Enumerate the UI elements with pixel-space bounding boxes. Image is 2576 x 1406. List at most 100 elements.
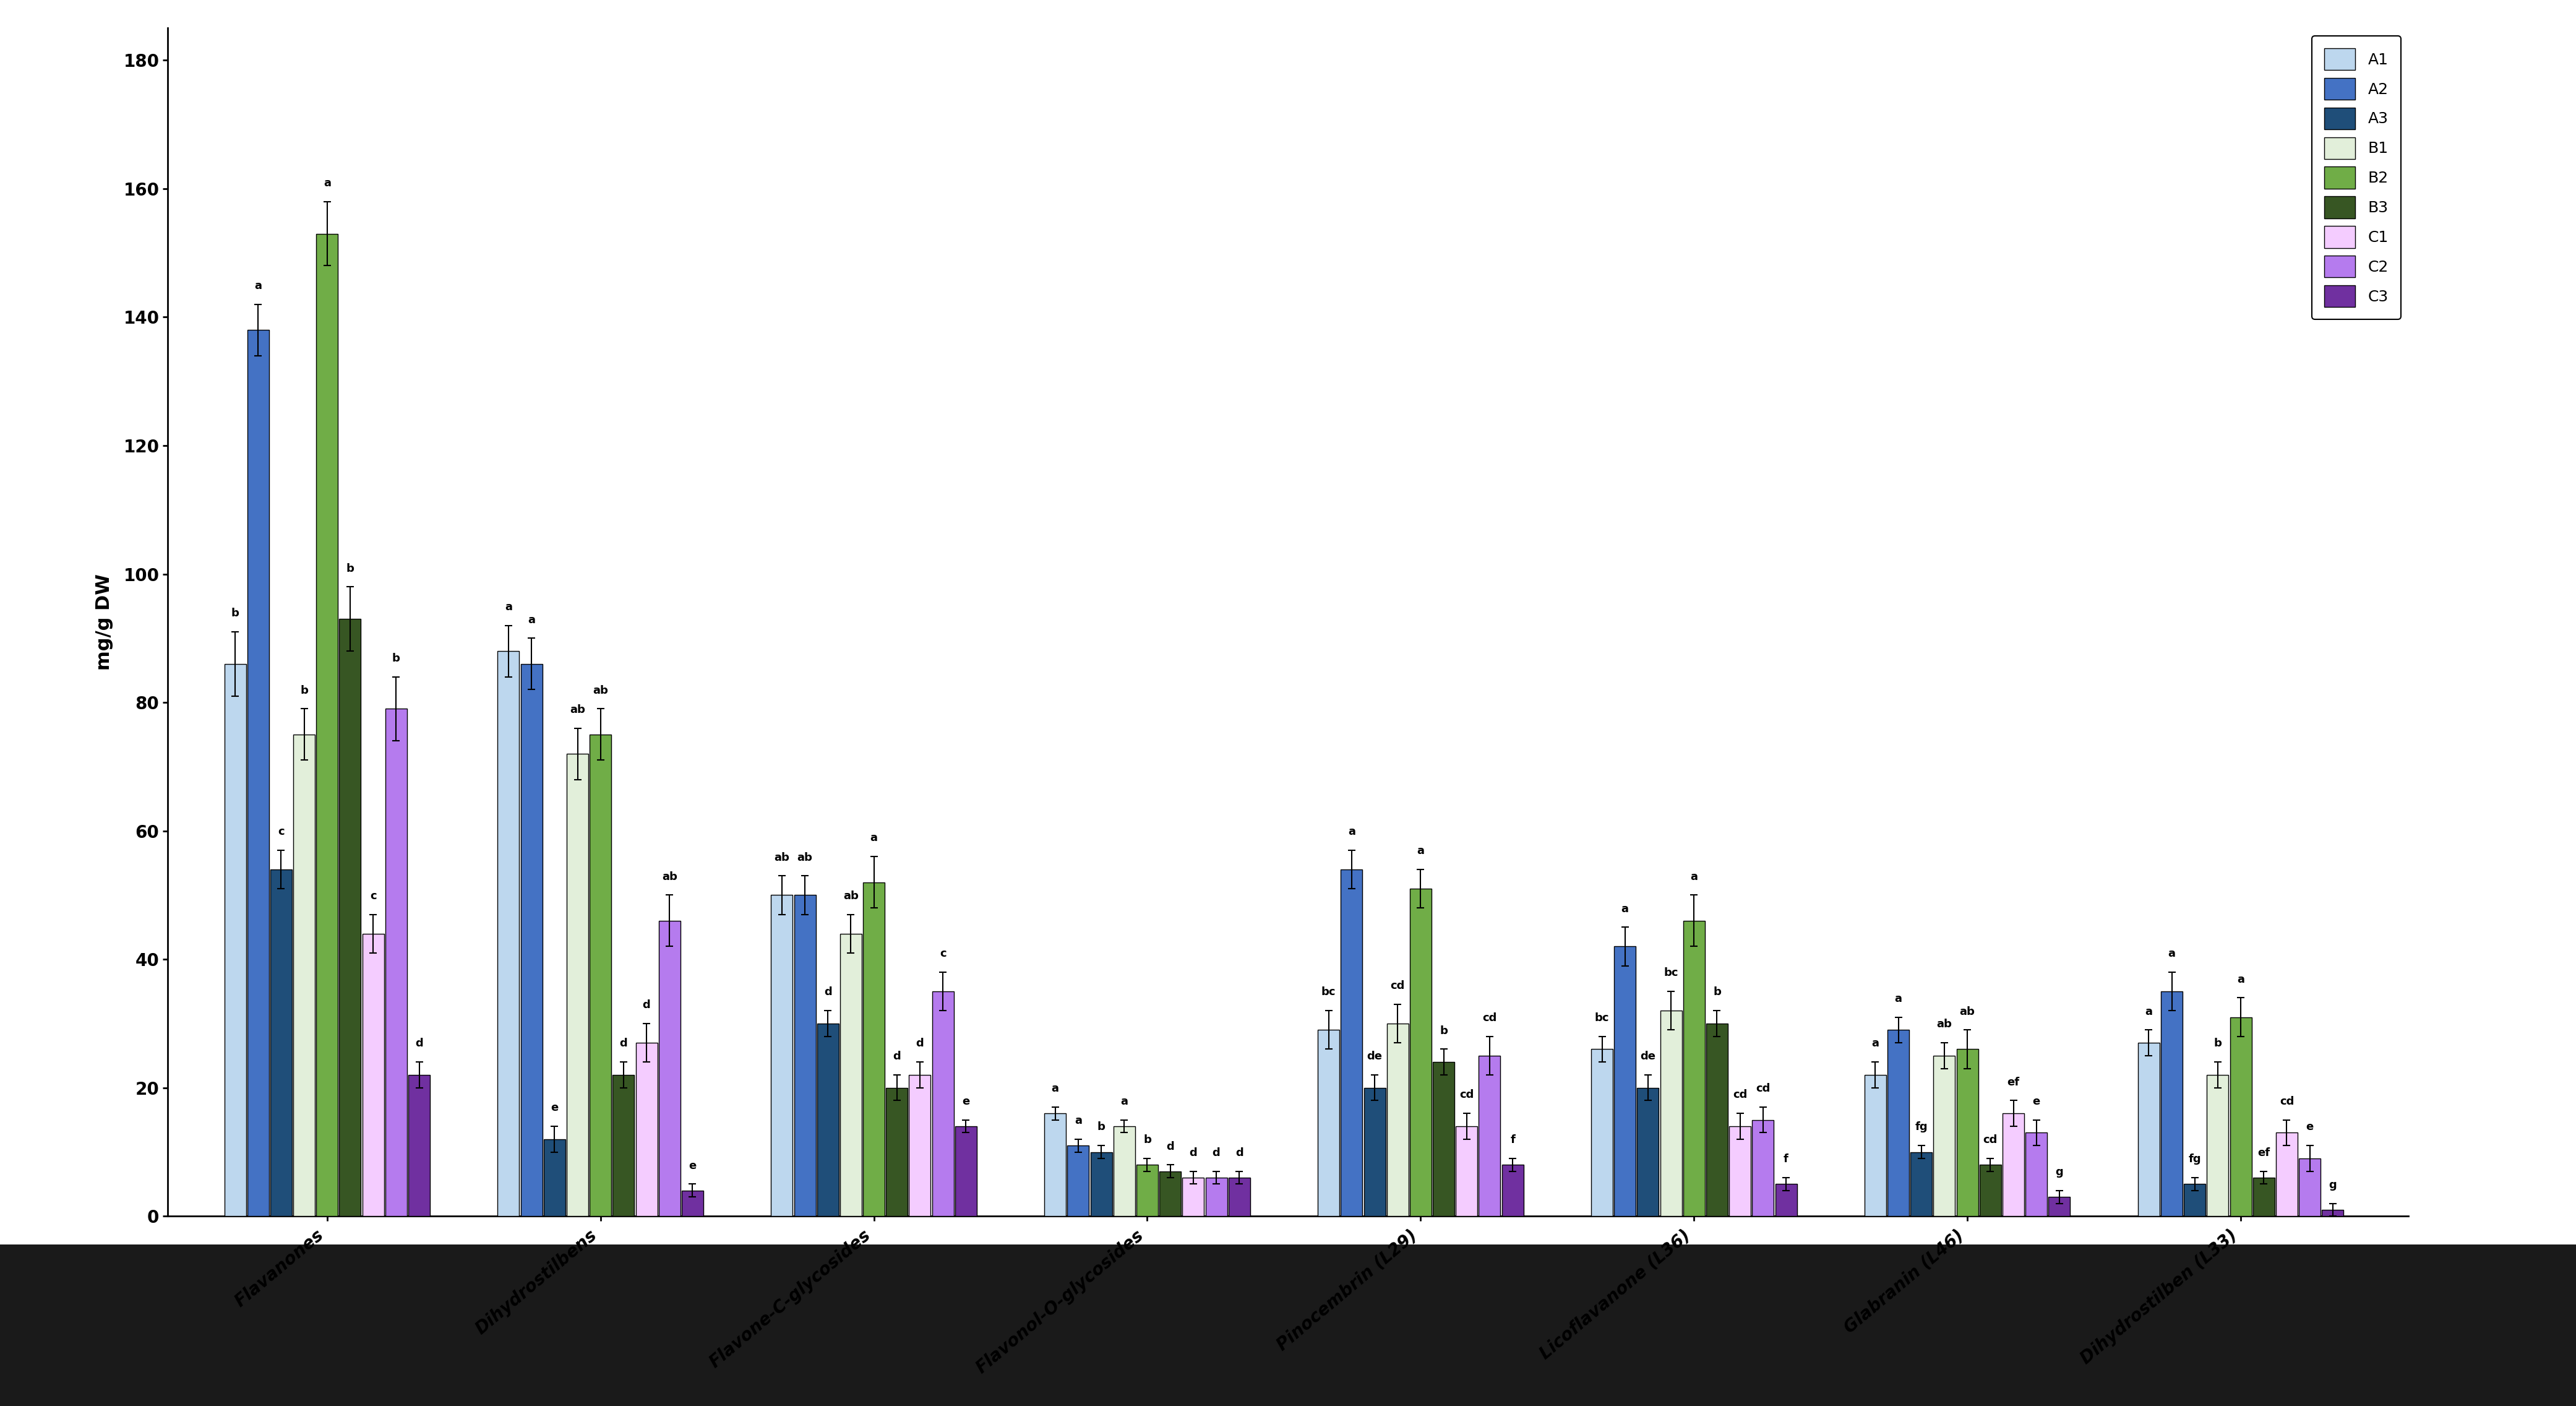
Bar [1958, 1049, 1978, 1216]
Bar [2138, 1043, 2159, 1216]
Text: bc: bc [1321, 987, 1337, 998]
Text: d: d [621, 1038, 629, 1049]
Bar [1455, 1126, 1479, 1216]
Text: e: e [2306, 1122, 2313, 1133]
Text: b: b [345, 562, 353, 574]
Text: g: g [2056, 1167, 2063, 1178]
Bar [1136, 1164, 1159, 1216]
Bar [1592, 1049, 1613, 1216]
Bar [294, 734, 314, 1216]
Text: ab: ab [1960, 1005, 1976, 1017]
Bar [2321, 1209, 2344, 1216]
Bar [247, 330, 268, 1216]
Text: a: a [1620, 903, 1628, 914]
Text: b: b [301, 685, 309, 696]
Bar [1888, 1031, 1909, 1216]
Text: a: a [2146, 1005, 2154, 1017]
Text: cd: cd [1734, 1090, 1747, 1101]
Text: c: c [940, 948, 945, 959]
Text: b: b [1144, 1135, 1151, 1146]
Bar [2161, 991, 2182, 1216]
Bar [410, 1076, 430, 1216]
Bar [1159, 1171, 1180, 1216]
Bar [1229, 1178, 1249, 1216]
Bar [340, 619, 361, 1216]
Legend: A1, A2, A3, B1, B2, B3, C1, C2, C3: A1, A2, A3, B1, B2, B3, C1, C2, C3 [2313, 37, 2401, 319]
Text: a: a [1417, 845, 1425, 856]
Bar [1340, 869, 1363, 1216]
Text: cd: cd [2280, 1095, 2295, 1107]
Bar [1705, 1024, 1728, 1216]
Text: d: d [824, 987, 832, 998]
Bar [1502, 1164, 1522, 1216]
Bar [1615, 946, 1636, 1216]
Text: d: d [1236, 1147, 1244, 1159]
Text: ab: ab [569, 704, 585, 716]
Text: f: f [1783, 1154, 1788, 1164]
Text: a: a [1121, 1095, 1128, 1107]
Bar [1066, 1146, 1090, 1216]
Text: d: d [1213, 1147, 1221, 1159]
Text: ab: ab [662, 872, 677, 882]
Bar [683, 1191, 703, 1216]
Bar [817, 1024, 840, 1216]
Text: a: a [505, 602, 513, 613]
Text: de: de [1641, 1050, 1656, 1062]
Text: cd: cd [1757, 1083, 1770, 1094]
Text: e: e [688, 1160, 696, 1171]
Bar [317, 233, 337, 1216]
Text: b: b [392, 652, 399, 664]
Bar [2002, 1114, 2025, 1216]
Text: d: d [917, 1038, 925, 1049]
Bar [2231, 1017, 2251, 1216]
Bar [1752, 1119, 1775, 1216]
Text: a: a [1893, 993, 1901, 1004]
Bar [1638, 1088, 1659, 1216]
Text: ab: ab [796, 852, 811, 863]
Bar [497, 651, 520, 1216]
Text: fg: fg [1914, 1122, 1927, 1133]
Bar [2048, 1197, 2071, 1216]
Text: b: b [232, 607, 240, 619]
Text: a: a [1074, 1115, 1082, 1126]
Bar [1182, 1178, 1203, 1216]
Text: ef: ef [2257, 1147, 2269, 1159]
Text: fg: fg [2190, 1154, 2200, 1164]
Text: a: a [255, 280, 263, 291]
Bar [1865, 1076, 1886, 1216]
Text: ab: ab [842, 890, 858, 901]
Bar [2208, 1076, 2228, 1216]
Bar [544, 1139, 564, 1216]
Text: e: e [551, 1102, 559, 1114]
Text: cd: cd [1984, 1135, 1996, 1146]
Bar [909, 1076, 930, 1216]
Text: a: a [1690, 872, 1698, 882]
Text: b: b [1713, 987, 1721, 998]
Text: b: b [1440, 1025, 1448, 1036]
Bar [886, 1088, 907, 1216]
Bar [1935, 1056, 1955, 1216]
Bar [2025, 1133, 2048, 1216]
Bar [2184, 1184, 2205, 1216]
Bar [1206, 1178, 1226, 1216]
Bar [590, 734, 611, 1216]
Text: c: c [371, 890, 376, 901]
Bar [1319, 1031, 1340, 1216]
Text: a: a [528, 614, 536, 626]
Bar [1090, 1152, 1113, 1216]
Bar [2298, 1159, 2321, 1216]
Text: d: d [894, 1050, 902, 1062]
Bar [363, 934, 384, 1216]
Bar [1728, 1126, 1752, 1216]
Text: ab: ab [775, 852, 791, 863]
Bar [659, 921, 680, 1216]
Text: a: a [871, 832, 878, 844]
Bar [770, 896, 793, 1216]
Text: b: b [2213, 1038, 2221, 1049]
Text: bc: bc [1664, 967, 1677, 979]
Text: d: d [1190, 1147, 1198, 1159]
Bar [1113, 1126, 1136, 1216]
Bar [1409, 889, 1432, 1216]
Bar [386, 709, 407, 1216]
Text: a: a [1347, 827, 1355, 838]
